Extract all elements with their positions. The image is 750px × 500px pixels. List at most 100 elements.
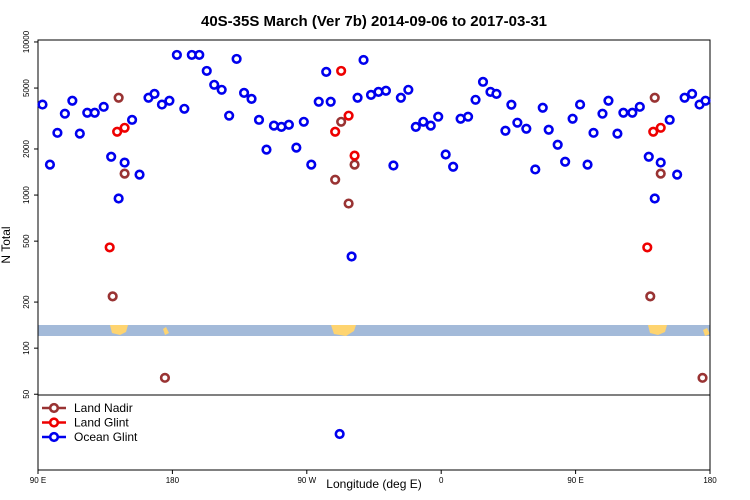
data-point [238, 87, 250, 98]
data-point [574, 99, 586, 110]
data-point [358, 54, 369, 66]
data-point [410, 121, 421, 132]
data-point [686, 88, 698, 99]
data-point [679, 92, 690, 103]
data-point [560, 156, 571, 167]
data-point [395, 92, 406, 103]
data-point [164, 95, 175, 106]
data-point [194, 49, 205, 61]
data-point [700, 95, 711, 106]
x-tick-label: 90 W [297, 476, 316, 485]
data-point [179, 103, 190, 114]
data-point [380, 85, 392, 96]
data-point [119, 157, 130, 168]
data-point [597, 108, 608, 119]
data-point [334, 428, 345, 440]
y-tick-label: 50 [22, 389, 31, 398]
y-tick-label: 2000 [22, 140, 31, 158]
data-point [418, 116, 429, 127]
data-point [648, 126, 659, 137]
data-point [552, 139, 563, 150]
data-point [291, 142, 302, 153]
data-point [643, 151, 654, 162]
data-point [697, 372, 708, 383]
data-point [119, 122, 130, 133]
data-point [159, 372, 171, 383]
data-point [634, 101, 645, 112]
data-point [209, 79, 220, 90]
data-point [664, 114, 675, 125]
x-tick-label: 90 E [567, 476, 583, 485]
data-point [627, 107, 638, 118]
data-point [336, 65, 347, 77]
data-point [246, 93, 257, 104]
data-point [126, 114, 138, 125]
data-point [521, 123, 532, 134]
legend-marker [48, 402, 60, 414]
data-point [567, 113, 578, 124]
data-point [448, 161, 459, 172]
data-point [343, 110, 354, 121]
data-point [649, 193, 660, 204]
data-point [537, 102, 548, 113]
legend-label: Land Nadir [74, 401, 133, 415]
data-point [343, 198, 354, 209]
x-tick-label: 0 [439, 476, 444, 485]
data-point [44, 159, 56, 170]
data-point [655, 122, 666, 133]
data-point [500, 125, 511, 136]
data-point [313, 96, 324, 107]
y-axis-label: N Total [0, 226, 13, 263]
data-point [283, 119, 294, 130]
data-point [530, 164, 541, 175]
y-tick-label: 200 [22, 295, 31, 309]
data-point [349, 159, 360, 170]
data-point [89, 107, 100, 118]
data-point [642, 242, 653, 253]
data-point [603, 95, 614, 106]
data-point [113, 92, 124, 103]
data-point [52, 127, 63, 138]
data-point [330, 126, 341, 137]
data-point [224, 110, 235, 121]
data-point [201, 65, 212, 77]
data-point [655, 168, 666, 179]
data-point [588, 127, 599, 138]
data-point [433, 111, 444, 122]
map-strip [38, 325, 710, 336]
data-point [104, 242, 115, 253]
data-point [37, 99, 48, 110]
chart-title: 40S-35S March (Ver 7b) 2014-09-06 to 201… [201, 13, 547, 30]
data-point [336, 116, 347, 127]
data-point [321, 66, 332, 77]
data-point [253, 114, 265, 125]
data-point [59, 108, 70, 119]
legend-marker [48, 417, 60, 428]
data-point [645, 291, 656, 302]
data-point [440, 149, 451, 160]
data-point [107, 291, 118, 302]
data-point [346, 251, 357, 262]
legend-box [37, 394, 711, 471]
data-point [403, 84, 414, 95]
y-tick-label: 100 [22, 341, 31, 355]
y-tick-label: 5000 [22, 79, 31, 97]
data-point [462, 111, 474, 122]
data-point [612, 128, 623, 139]
x-tick-label: 180 [703, 476, 717, 485]
data-point [261, 144, 272, 155]
data-point [425, 120, 436, 131]
data-point [67, 95, 78, 106]
x-axis-label: Longitude (deg E) [326, 477, 421, 491]
data-point [156, 99, 168, 110]
data-point [491, 88, 502, 99]
data-point [134, 169, 145, 180]
data-point [216, 84, 227, 95]
data-point [298, 116, 309, 127]
data-point [112, 126, 123, 137]
legend-label: Ocean Glint [74, 430, 138, 444]
data-point [618, 107, 629, 118]
data-point [470, 94, 481, 105]
data-point [543, 124, 554, 135]
